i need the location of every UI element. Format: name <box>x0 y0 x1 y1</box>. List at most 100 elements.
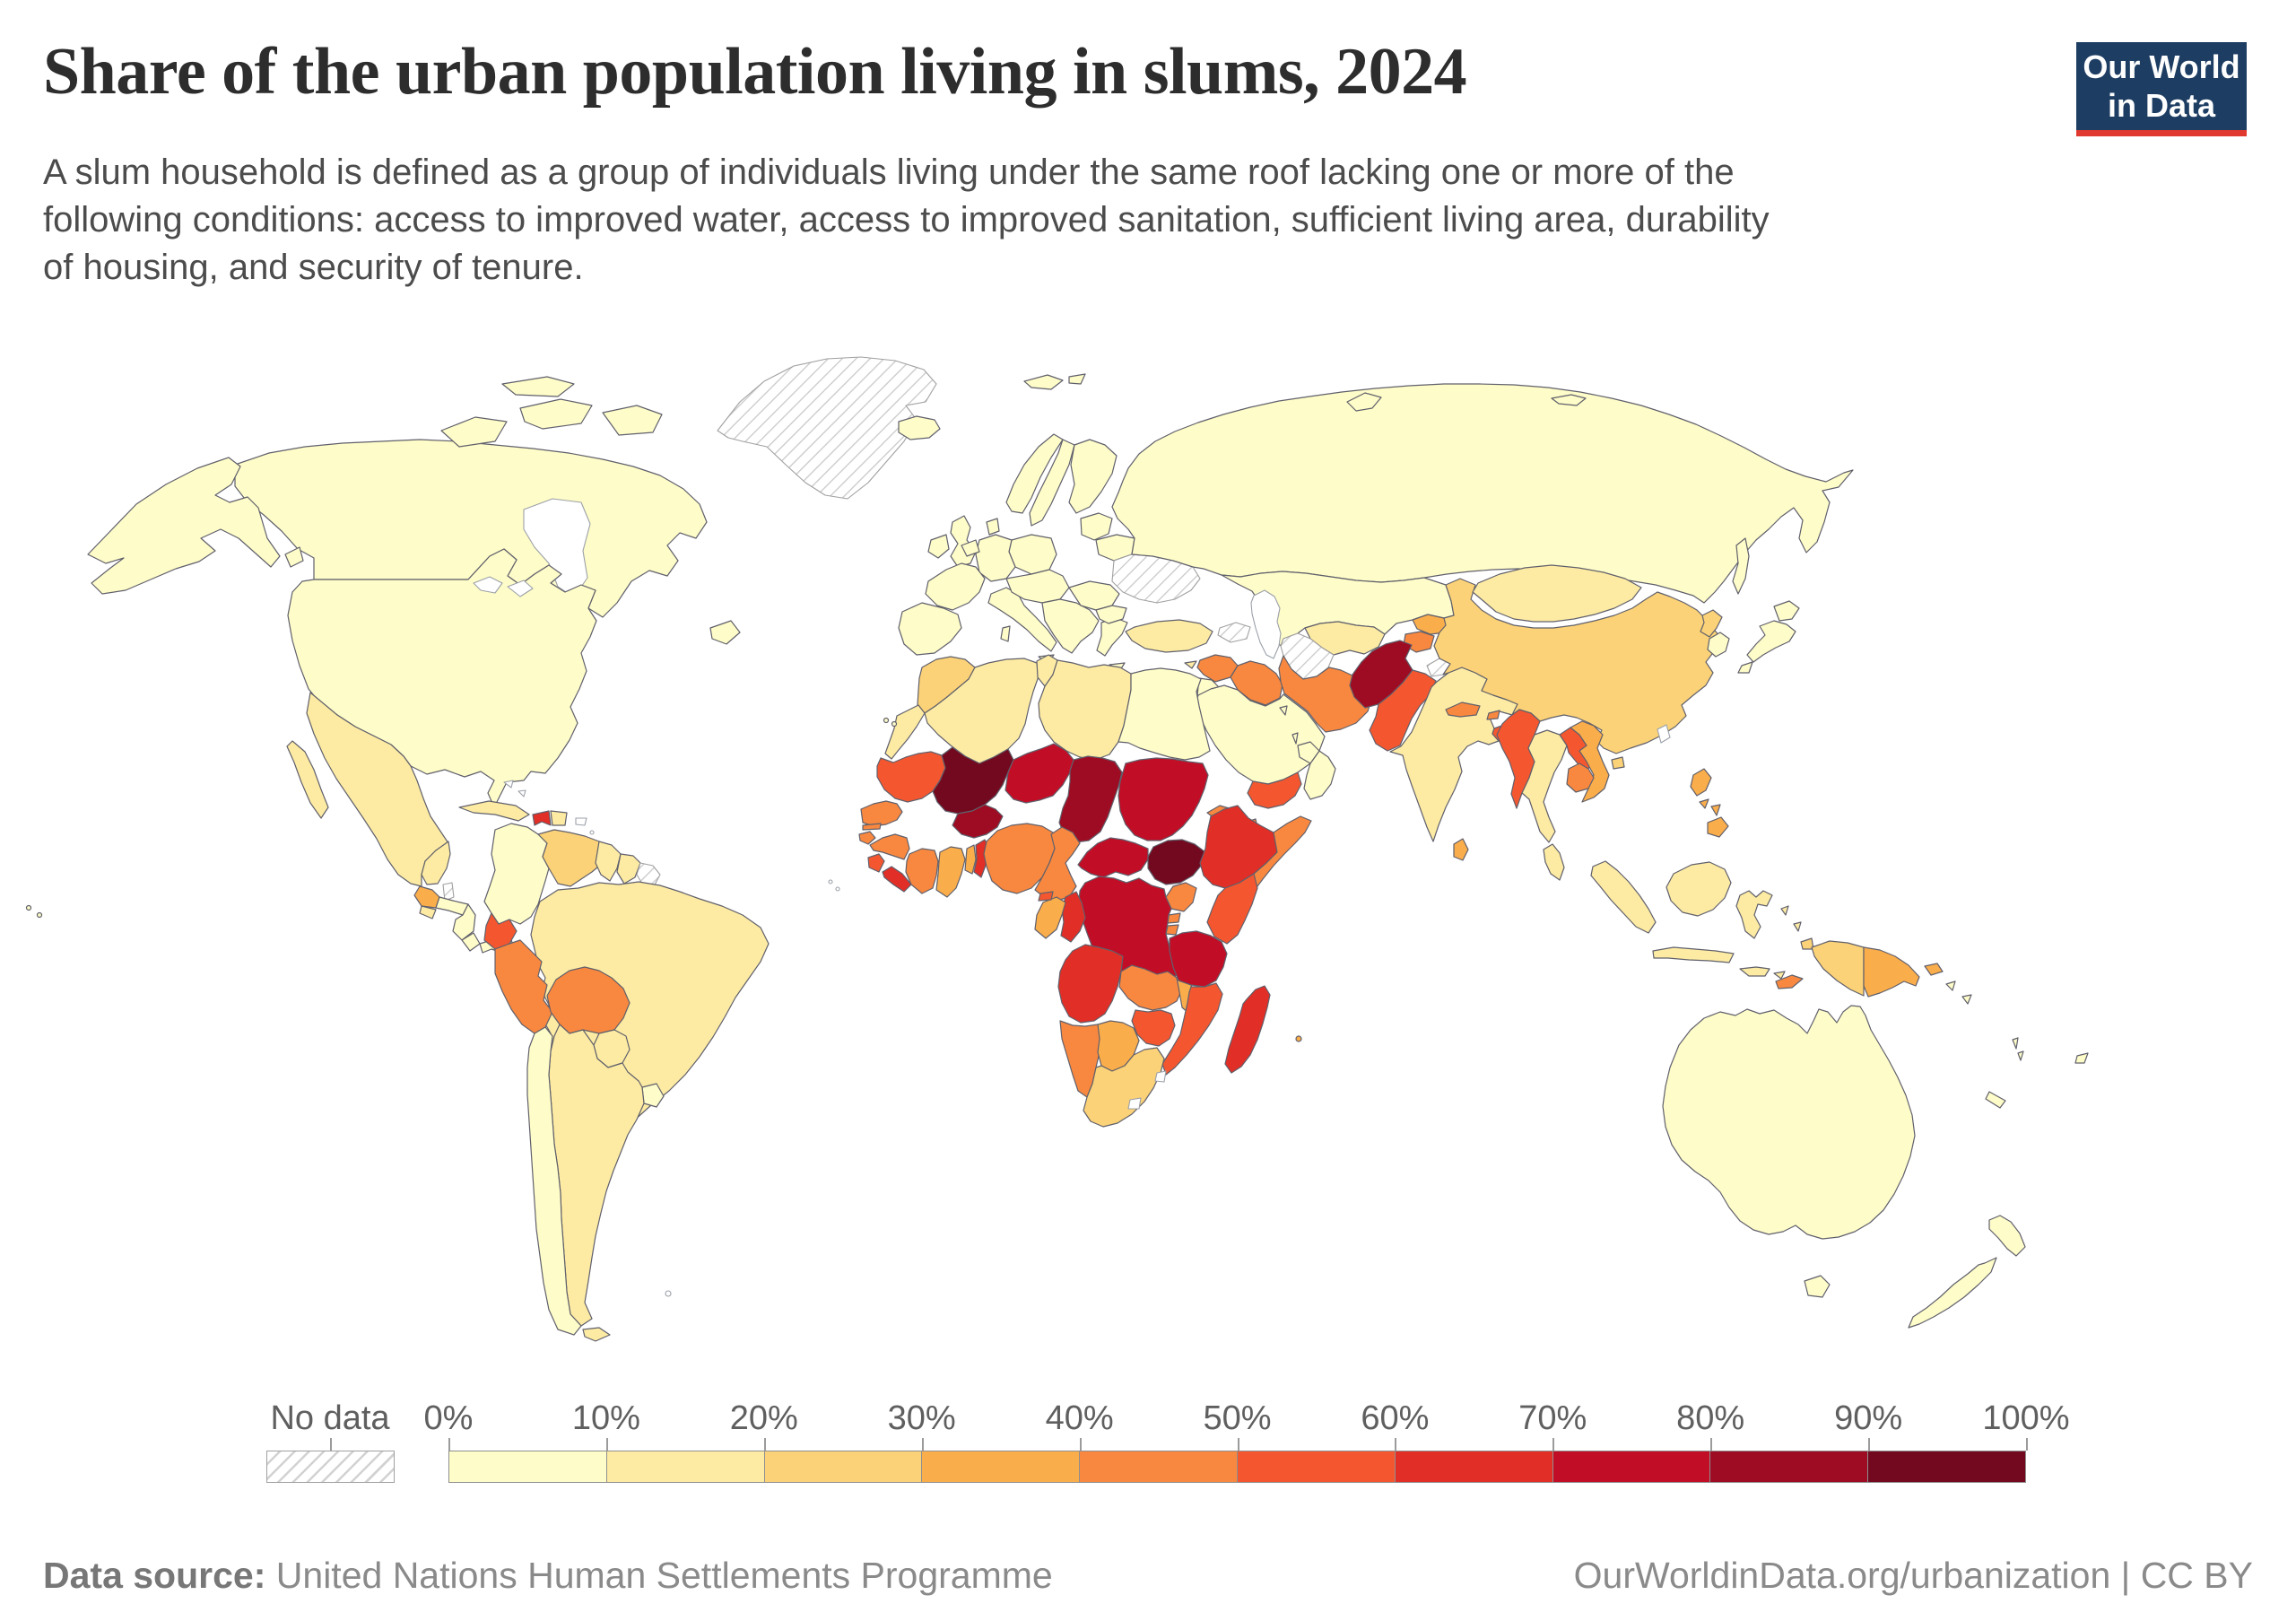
country-ireland[interactable] <box>927 534 950 559</box>
country-cameroon[interactable] <box>1034 826 1081 902</box>
country-indonesia-lesser-sunda-2[interactable] <box>1773 971 1786 980</box>
legend-segment-10[interactable] <box>1868 1451 2025 1482</box>
country-fiji[interactable] <box>2074 1052 2089 1064</box>
country-nepal[interactable] <box>1445 702 1481 718</box>
country-greece[interactable] <box>1096 617 1128 657</box>
country-indonesia-moluccas-1[interactable] <box>1780 905 1789 916</box>
country-png-new-britain[interactable] <box>1924 963 1944 976</box>
country-uae[interactable] <box>1297 741 1320 764</box>
country-solomon-islands-1[interactable] <box>1945 980 1956 991</box>
country-china-hainan[interactable] <box>1611 756 1625 770</box>
country-new-zealand-south[interactable] <box>1908 1257 1997 1329</box>
legend-segment-8[interactable] <box>1552 1451 1711 1482</box>
country-sweden[interactable] <box>1029 439 1075 527</box>
country-south-korea[interactable] <box>1707 632 1730 658</box>
legend-segment-9[interactable] <box>1710 1451 1869 1482</box>
country-mongolia[interactable] <box>1472 564 1642 623</box>
country-indonesia-papua-main[interactable] <box>1811 940 1865 997</box>
country-honduras[interactable] <box>435 896 469 916</box>
country-central-europe[interactable] <box>1005 569 1070 604</box>
country-cuba[interactable] <box>458 800 530 822</box>
country-yemen[interactable] <box>1247 771 1302 809</box>
country-niger[interactable] <box>1004 743 1074 804</box>
country-south-africa[interactable] <box>1083 1047 1165 1128</box>
country-iceland[interactable] <box>898 415 941 440</box>
country-japan-hokkaido[interactable] <box>1773 600 1800 622</box>
country-gambia[interactable] <box>862 823 882 831</box>
country-tierra-del-fuego[interactable] <box>582 1327 611 1342</box>
country-usa-hawaii-1[interactable] <box>25 904 32 911</box>
country-mali[interactable] <box>932 746 1014 815</box>
lesser-antilles-1[interactable] <box>589 830 595 835</box>
country-libya[interactable] <box>1038 659 1132 761</box>
country-liberia[interactable] <box>882 866 912 893</box>
country-indonesia-sulawesi[interactable] <box>1735 890 1773 939</box>
country-sierra-leone[interactable] <box>867 853 885 873</box>
country-senegal[interactable] <box>860 800 903 827</box>
country-australia[interactable] <box>1662 1005 1916 1240</box>
country-zambia[interactable] <box>1118 964 1183 1011</box>
country-chile[interactable] <box>526 1026 582 1336</box>
legend-segment-5[interactable] <box>1080 1451 1238 1482</box>
country-japan-kyushu[interactable] <box>1737 661 1753 674</box>
country-eswatini[interactable] <box>1154 1070 1167 1083</box>
country-china[interactable] <box>1433 578 1721 754</box>
country-bhutan[interactable] <box>1486 710 1500 720</box>
country-central-african-republic[interactable] <box>1077 837 1149 878</box>
country-oman[interactable] <box>1303 750 1336 800</box>
country-mexico-baja[interactable] <box>286 740 329 819</box>
country-gabon[interactable] <box>1034 896 1066 939</box>
country-sudan[interactable] <box>1118 757 1209 841</box>
country-thailand[interactable] <box>1521 729 1568 843</box>
country-poland[interactable] <box>1008 534 1057 575</box>
country-mozambique[interactable] <box>1161 982 1223 1076</box>
country-qatar[interactable] <box>1292 732 1299 745</box>
country-vanuatu-1[interactable] <box>2012 1037 2019 1050</box>
country-philippines-mindanao[interactable] <box>1707 816 1729 838</box>
country-lesotho[interactable] <box>1127 1097 1142 1110</box>
country-benelux[interactable] <box>961 539 980 557</box>
country-iberia[interactable] <box>898 602 962 656</box>
country-canada-arctic-island-1[interactable] <box>440 416 508 448</box>
country-norway[interactable] <box>1005 433 1064 514</box>
country-russia-novaya-zemlya[interactable] <box>1346 392 1382 412</box>
country-ghana[interactable] <box>935 846 966 898</box>
country-belize[interactable] <box>442 882 455 902</box>
country-philippines-visayas-1[interactable] <box>1699 798 1709 809</box>
footer-attribution[interactable]: OurWorldinData.org/urbanization | CC BY <box>1574 1555 2253 1597</box>
country-france[interactable] <box>925 562 986 611</box>
country-chad[interactable] <box>1058 755 1123 843</box>
country-western-sahara[interactable] <box>884 704 926 760</box>
country-egypt[interactable] <box>1118 667 1211 761</box>
country-angola[interactable] <box>1057 944 1124 1024</box>
country-zimbabwe[interactable] <box>1131 1009 1176 1047</box>
country-vanuatu-2[interactable] <box>2017 1050 2024 1061</box>
country-sri-lanka[interactable] <box>1453 838 1469 861</box>
country-cambodia[interactable] <box>1566 763 1595 793</box>
country-madagascar[interactable] <box>1224 985 1271 1074</box>
country-guatemala[interactable] <box>413 885 440 909</box>
falkland-islands[interactable] <box>665 1290 672 1297</box>
country-indonesia-moluccas-2[interactable] <box>1793 921 1802 932</box>
country-mexico-yucatan[interactable] <box>421 841 451 885</box>
country-indonesia-java[interactable] <box>1652 946 1735 963</box>
country-australia-tasmania[interactable] <box>1804 1275 1831 1298</box>
country-russia-severnaya-zemlya[interactable] <box>1551 394 1587 406</box>
country-haiti[interactable] <box>532 810 552 826</box>
country-guinea[interactable] <box>869 833 910 860</box>
country-indonesia-sumatra[interactable] <box>1590 860 1657 934</box>
country-pakistan[interactable] <box>1369 669 1437 752</box>
country-bahamas-2[interactable] <box>517 789 526 797</box>
country-finland[interactable] <box>1068 439 1118 514</box>
country-kuwait[interactable] <box>1279 705 1288 716</box>
country-cyprus[interactable] <box>1184 660 1197 669</box>
country-puerto-rico[interactable] <box>575 817 587 826</box>
country-tanzania[interactable] <box>1169 930 1228 988</box>
country-equatorial-guinea[interactable] <box>1038 891 1054 902</box>
country-svalbard-1[interactable] <box>1023 374 1064 390</box>
cape-verde-2[interactable] <box>835 886 840 892</box>
legend-segment-1[interactable] <box>449 1451 607 1482</box>
country-canada-arctic-island-3[interactable] <box>602 405 663 436</box>
country-russia-sakhalin[interactable] <box>1732 537 1750 595</box>
country-bolivia[interactable] <box>546 966 631 1034</box>
